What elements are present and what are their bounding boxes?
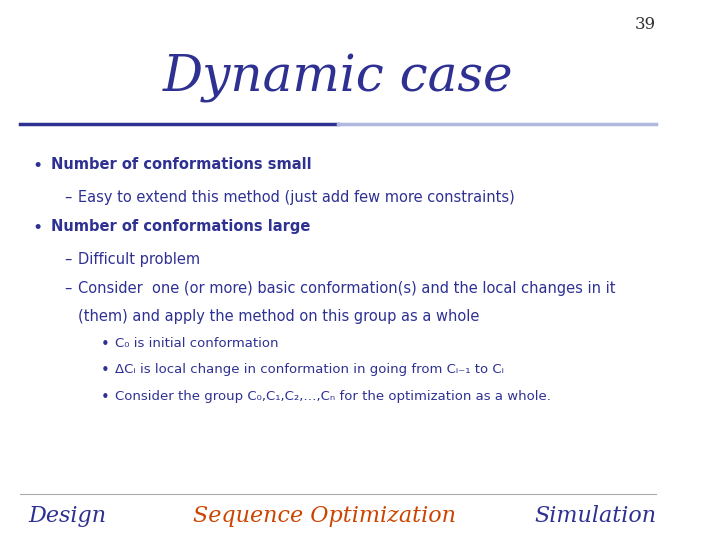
Text: •: • bbox=[101, 337, 109, 352]
Text: Number of conformations large: Number of conformations large bbox=[50, 219, 310, 234]
Text: C₀ is initial conformation: C₀ is initial conformation bbox=[115, 337, 279, 350]
Text: Consider the group C₀,C₁,C₂,…,Cₙ for the optimization as a whole.: Consider the group C₀,C₁,C₂,…,Cₙ for the… bbox=[115, 390, 551, 403]
Text: •: • bbox=[101, 363, 109, 379]
Text: Design: Design bbox=[29, 505, 107, 526]
Text: 39: 39 bbox=[635, 16, 656, 33]
Text: •: • bbox=[32, 219, 42, 237]
Text: Dynamic case: Dynamic case bbox=[163, 53, 513, 103]
Text: •: • bbox=[101, 390, 109, 405]
Text: –: – bbox=[64, 281, 71, 296]
Text: Sequence Optimization: Sequence Optimization bbox=[193, 505, 456, 526]
Text: (them) and apply the method on this group as a whole: (them) and apply the method on this grou… bbox=[78, 309, 479, 324]
Text: Difficult problem: Difficult problem bbox=[78, 252, 200, 267]
Text: •: • bbox=[32, 157, 42, 174]
Text: Consider  one (or more) basic conformation(s) and the local changes in it: Consider one (or more) basic conformatio… bbox=[78, 281, 616, 296]
Text: ΔCᵢ is local change in conformation in going from Cᵢ₋₁ to Cᵢ: ΔCᵢ is local change in conformation in g… bbox=[115, 363, 504, 376]
Text: Simulation: Simulation bbox=[534, 505, 656, 526]
Text: Number of conformations small: Number of conformations small bbox=[50, 157, 311, 172]
Text: –: – bbox=[64, 252, 71, 267]
Text: –: – bbox=[64, 190, 71, 205]
Text: Easy to extend this method (just add few more constraints): Easy to extend this method (just add few… bbox=[78, 190, 515, 205]
